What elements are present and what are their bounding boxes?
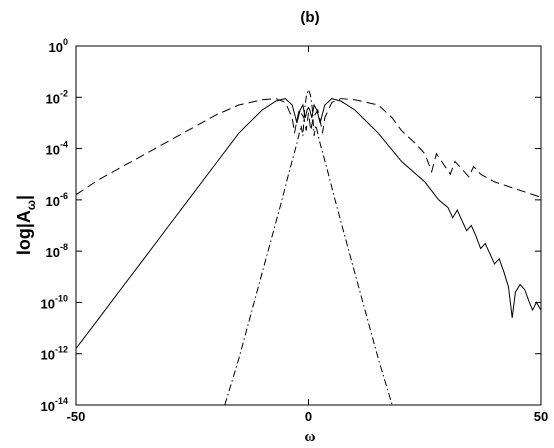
y-axis-label-main: log|A <box>14 210 34 255</box>
x-tick-label: 0 <box>305 409 312 424</box>
x-tick-label: 50 <box>534 409 548 424</box>
x-tick-label: -50 <box>67 409 86 424</box>
y-tick-label: 10-8 <box>46 242 68 260</box>
chart-title: (b) <box>300 9 319 26</box>
y-tick-label: 10-12 <box>41 345 68 363</box>
y-tick-label: 10-2 <box>46 88 68 106</box>
y-tick-label: 10-14 <box>41 396 68 414</box>
y-tick-label: 10-10 <box>41 293 68 311</box>
y-axis-label-close: | <box>14 195 34 200</box>
y-tick-label: 100 <box>49 37 68 55</box>
y-tick-label: 10-6 <box>46 191 68 209</box>
series-line-solid <box>75 98 542 349</box>
series-line-dashed <box>75 98 542 198</box>
x-axis-label: ω <box>305 429 316 445</box>
y-axis-label: log|Aω| <box>14 195 38 255</box>
series-layer <box>75 88 542 406</box>
series-line-dashdot <box>224 88 393 406</box>
y-axis-label-subscript: ω <box>24 200 38 210</box>
ticks-layer: -50 0 50 100 10-2 10-4 10-6 10-8 10-10 10-12 10-14 <box>41 37 549 424</box>
y-tick-label: 10-4 <box>46 140 68 158</box>
